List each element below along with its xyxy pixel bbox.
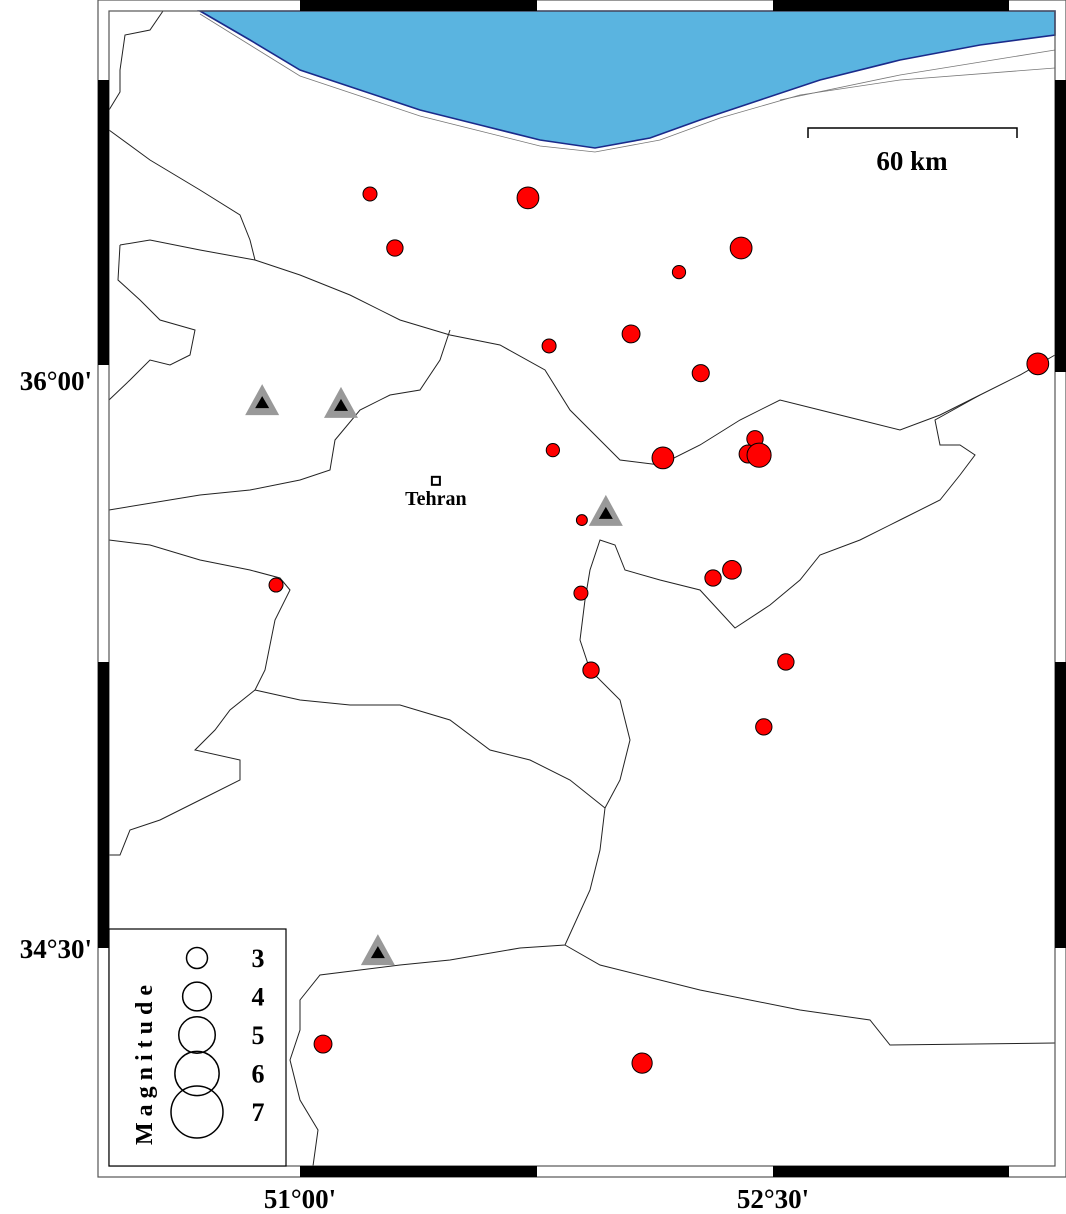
epicenter-marker [582, 661, 600, 679]
station-triangle-icon [360, 934, 395, 966]
legend-circle [185, 946, 209, 970]
epicenter-marker [729, 236, 753, 260]
lon-tick-label: 52°30' [737, 1184, 809, 1214]
epicenter-marker [777, 653, 795, 671]
epicenter-marker [362, 186, 378, 202]
stations [245, 384, 623, 966]
lon-tick-label: 51°00' [264, 1184, 336, 1214]
epicenter-marker [746, 442, 772, 468]
legend-label: 4 [252, 983, 265, 1012]
legend-label: 7 [252, 1098, 265, 1127]
epicenter-marker [313, 1034, 333, 1054]
epicenter-marker [671, 264, 687, 280]
epicenter-marker [386, 239, 404, 257]
epicenter-marker [704, 569, 722, 587]
epicenter-marker [755, 718, 773, 736]
city-marker-tehran [430, 475, 441, 486]
epicenter-marker [722, 560, 742, 580]
epicenter-marker [268, 577, 284, 593]
city-label: Tehran [405, 488, 467, 510]
scale-bar-label: 60 km [876, 146, 948, 176]
epicenters [268, 186, 1050, 1074]
caspian-sea [197, 10, 1056, 149]
legend-title: Magnitude [132, 979, 158, 1145]
station-triangle-icon [245, 384, 280, 416]
legend-circle [174, 1050, 220, 1097]
lat-tick-label: 36°00' [20, 366, 92, 396]
coastline-secondary [199, 13, 1056, 153]
legend-circle [181, 981, 213, 1012]
epicenter-marker [573, 585, 589, 601]
legend-label: 5 [252, 1021, 265, 1050]
epicenter-marker [1026, 352, 1050, 376]
province-borders [108, 10, 1056, 1167]
map-frame [97, 0, 1066, 1178]
epicenter-marker [621, 324, 641, 344]
epicenter-marker [631, 1052, 653, 1074]
coastline-secondary [779, 49, 1056, 101]
epicenter-marker [691, 364, 710, 383]
epicenter-marker [516, 186, 540, 210]
legend-circle [178, 1016, 216, 1054]
scale-bar [807, 127, 1018, 138]
legend-label: 3 [252, 944, 265, 973]
epicenter-marker [651, 446, 675, 470]
magnitude-legend: Magnitude 3 4 5 6 7 [108, 928, 287, 1167]
lat-tick-label: 34°30' [20, 934, 92, 964]
epicenter-marker [575, 514, 588, 527]
station-triangle-icon [588, 494, 623, 526]
legend-circle [170, 1085, 224, 1139]
epicenter-marker [541, 338, 557, 354]
epicenter-marker [545, 443, 560, 458]
legend-label: 6 [252, 1060, 265, 1089]
station-triangle-icon [323, 386, 358, 418]
